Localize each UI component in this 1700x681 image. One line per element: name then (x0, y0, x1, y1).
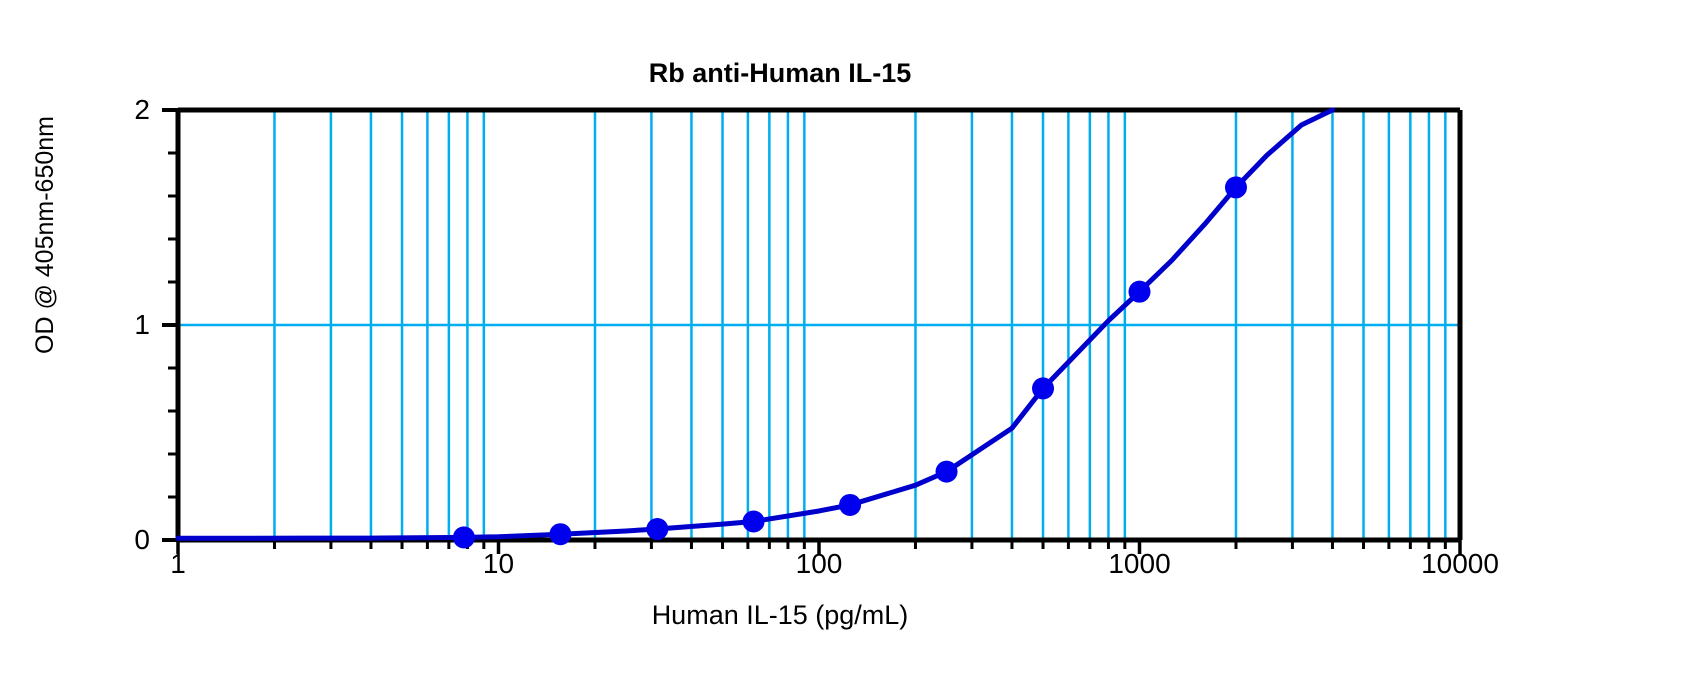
x-axis-label: Human IL-15 (pg/mL) (651, 600, 909, 630)
x-tick-label: 10 (482, 548, 515, 579)
data-point (935, 460, 958, 483)
data-point (646, 518, 669, 541)
grid-lines (178, 110, 1460, 540)
x-tick-label: 1000 (1108, 548, 1171, 579)
y-tick-label: 1 (134, 309, 150, 340)
data-point (839, 493, 862, 516)
y-tick-label: 0 (134, 524, 150, 555)
y-tick-label: 2 (134, 94, 150, 125)
data-point (1032, 377, 1055, 400)
x-tick-label: 1 (170, 548, 186, 579)
data-point (1224, 176, 1247, 199)
data-point (742, 510, 765, 533)
x-tick-label: 100 (795, 548, 843, 579)
x-tick-label: 10000 (1421, 548, 1499, 579)
data-point (549, 523, 572, 546)
data-markers (452, 176, 1247, 549)
chart-title: Rb anti-Human IL-15 (648, 58, 912, 88)
data-point (1128, 280, 1151, 303)
data-point (452, 526, 475, 549)
axis-ticks (162, 108, 1462, 554)
